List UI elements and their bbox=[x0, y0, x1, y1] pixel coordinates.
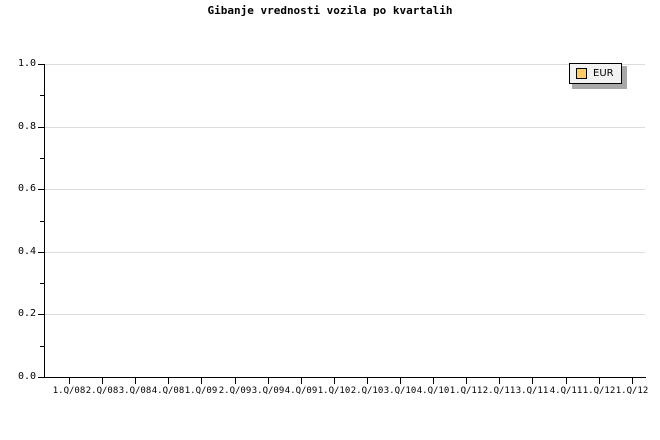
y-tick-minor bbox=[40, 283, 44, 285]
y-axis-label: 0.4 bbox=[0, 246, 36, 258]
x-axis-label: 2.Q/11 bbox=[482, 386, 516, 396]
y-axis-label: 0.6 bbox=[0, 183, 36, 195]
x-tick bbox=[532, 378, 533, 384]
y-axis-label: 0.8 bbox=[0, 121, 36, 133]
y-tick-major bbox=[38, 251, 44, 253]
legend-label-eur: EUR bbox=[593, 68, 614, 79]
x-tick bbox=[400, 378, 401, 384]
x-axis-label: 1.Q/09 bbox=[184, 386, 218, 396]
gridline bbox=[44, 314, 645, 316]
x-tick bbox=[268, 378, 269, 384]
y-tick-minor bbox=[40, 157, 44, 159]
x-tick bbox=[566, 378, 567, 384]
x-tick bbox=[367, 378, 368, 384]
legend-swatch-eur bbox=[576, 68, 587, 79]
y-axis-label-text: 0.0 bbox=[17, 371, 36, 382]
x-axis-label: 3.Q/11 bbox=[515, 386, 549, 396]
x-tick bbox=[235, 378, 236, 384]
x-axis-label: 2.Q/10 bbox=[350, 386, 384, 396]
gridline bbox=[44, 251, 645, 253]
x-axis-label: 3.Q/10 bbox=[383, 386, 417, 396]
y-tick-major bbox=[38, 189, 44, 191]
x-tick bbox=[599, 378, 600, 384]
x-tick bbox=[168, 378, 169, 384]
y-tick-major bbox=[38, 126, 44, 128]
y-tick-major bbox=[38, 64, 44, 65]
x-tick bbox=[632, 378, 633, 384]
chart-title: Gibanje vrednosti vozila po kvartalih bbox=[207, 4, 453, 17]
x-axis-label: 1.Q/10 bbox=[317, 386, 351, 396]
gridline bbox=[44, 189, 645, 191]
y-tick-major bbox=[38, 377, 44, 378]
chart-legend: EUR bbox=[569, 63, 622, 84]
y-tick-minor bbox=[40, 345, 44, 347]
y-axis-label-text: 0.2 bbox=[17, 308, 36, 320]
y-tick-major bbox=[38, 314, 44, 316]
y-axis-label: 1.0 bbox=[0, 58, 36, 70]
x-axis-label: 4.Q/11 bbox=[549, 386, 583, 396]
x-axis-label: 3.Q/09 bbox=[251, 386, 285, 396]
x-tick bbox=[499, 378, 500, 384]
y-tick-minor bbox=[40, 220, 44, 222]
y-axis-label: 0.2 bbox=[0, 308, 36, 320]
x-axis-label: 1.Q/12 bbox=[615, 386, 649, 396]
x-tick bbox=[466, 378, 467, 384]
x-tick bbox=[334, 378, 335, 384]
plot-area bbox=[44, 64, 645, 377]
x-tick bbox=[301, 378, 302, 384]
y-axis-label-text: 0.4 bbox=[17, 245, 36, 257]
x-tick bbox=[201, 378, 202, 384]
gridline bbox=[44, 126, 645, 128]
x-axis-label: 4.Q/08 bbox=[151, 386, 185, 396]
x-axis-label: 2.Q/08 bbox=[85, 386, 119, 396]
x-axis-line bbox=[44, 377, 646, 378]
x-axis-label: 4.Q/10 bbox=[416, 386, 450, 396]
gridline bbox=[44, 64, 645, 65]
y-tick-minor bbox=[40, 95, 44, 97]
x-axis-label: 1.Q/12 bbox=[582, 386, 616, 396]
x-axis-label: 3.Q/08 bbox=[118, 386, 152, 396]
y-axis-label-text: 0.8 bbox=[17, 120, 36, 132]
x-tick bbox=[433, 378, 434, 384]
x-axis-label: 2.Q/09 bbox=[218, 386, 252, 396]
y-axis-line bbox=[44, 64, 45, 378]
y-axis-label-text: 0.6 bbox=[17, 183, 36, 195]
y-axis-label-text: 1.0 bbox=[17, 58, 36, 69]
x-axis-label: 1.Q/11 bbox=[449, 386, 483, 396]
x-axis-label: 4.Q/09 bbox=[284, 386, 318, 396]
x-axis-label: 1.Q/08 bbox=[52, 386, 86, 396]
y-axis-label: 0.0 bbox=[0, 371, 36, 383]
x-tick bbox=[69, 378, 70, 384]
x-tick bbox=[102, 378, 103, 384]
x-tick bbox=[135, 378, 136, 384]
